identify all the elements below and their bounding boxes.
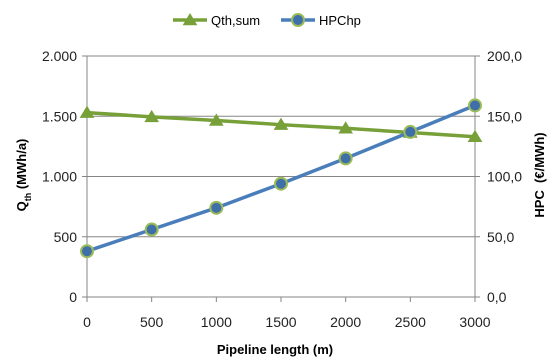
x-tick-label: 500 [140,314,164,330]
qth-sum-point [79,105,95,118]
legend-qth-sum-marker [182,13,198,26]
left-axis-title: Qth (MWh/a) [14,139,33,212]
x-tick-label: 1000 [201,314,232,330]
right-tick-label: 200,0 [487,48,522,64]
qth-sum-point [273,117,289,130]
right-tick-label: 150,0 [487,108,522,124]
hpchp-point [209,200,224,215]
left-axis-title-sub: th [23,193,33,202]
right-axis-title: HPC (€/MWh) [532,132,547,217]
legend-hpchp-marker [291,13,305,27]
x-axis-title: Pipeline length (m) [217,342,333,357]
x-axis-ticks: 0 500 1000 1500 2000 2500 3000 [83,314,491,330]
x-tick-label: 1500 [265,314,296,330]
x-tick-label: 2500 [395,314,426,330]
grid-lines [87,55,475,238]
hpchp-point [403,124,418,139]
hpchp-point [468,98,482,113]
legend-qth-sum-label: Qth,sum [211,13,260,28]
qth-sum-point [338,121,354,134]
right-axis-ticks: 0,0 50,0 100,0 150,0 200,0 [487,48,522,305]
qth-sum-point [208,113,224,126]
hpchp-point [338,151,353,166]
hpchp-point [274,176,288,191]
hpchp-point [80,244,94,259]
series-layer [79,98,483,259]
left-axis-ticks: 0 500 1.000 1.500 2.000 [42,48,77,305]
qth-sum-point [467,129,483,142]
x-tick-label: 3000 [459,314,490,330]
left-axis-title-rest: (MWh/a) [14,139,29,193]
right-tick-label: 50,0 [487,229,514,245]
qth-sum-point [144,109,160,123]
left-tick-label: 500 [54,229,78,245]
left-tick-label: 1.500 [42,108,77,124]
left-tick-label: 2.000 [42,48,77,64]
right-tick-label: 100,0 [487,169,522,185]
left-tick-label: 0 [69,289,77,305]
legend-hpchp-label: HPChp [319,13,361,28]
legend: Qth,sum HPChp [173,13,361,28]
left-axis-title-main: Q [14,201,29,211]
x-tick-label: 2000 [330,314,361,330]
x-tick-label: 0 [83,314,91,330]
hpchp-point [144,222,159,237]
right-tick-label: 0,0 [487,289,507,305]
left-tick-label: 1.000 [42,169,77,185]
